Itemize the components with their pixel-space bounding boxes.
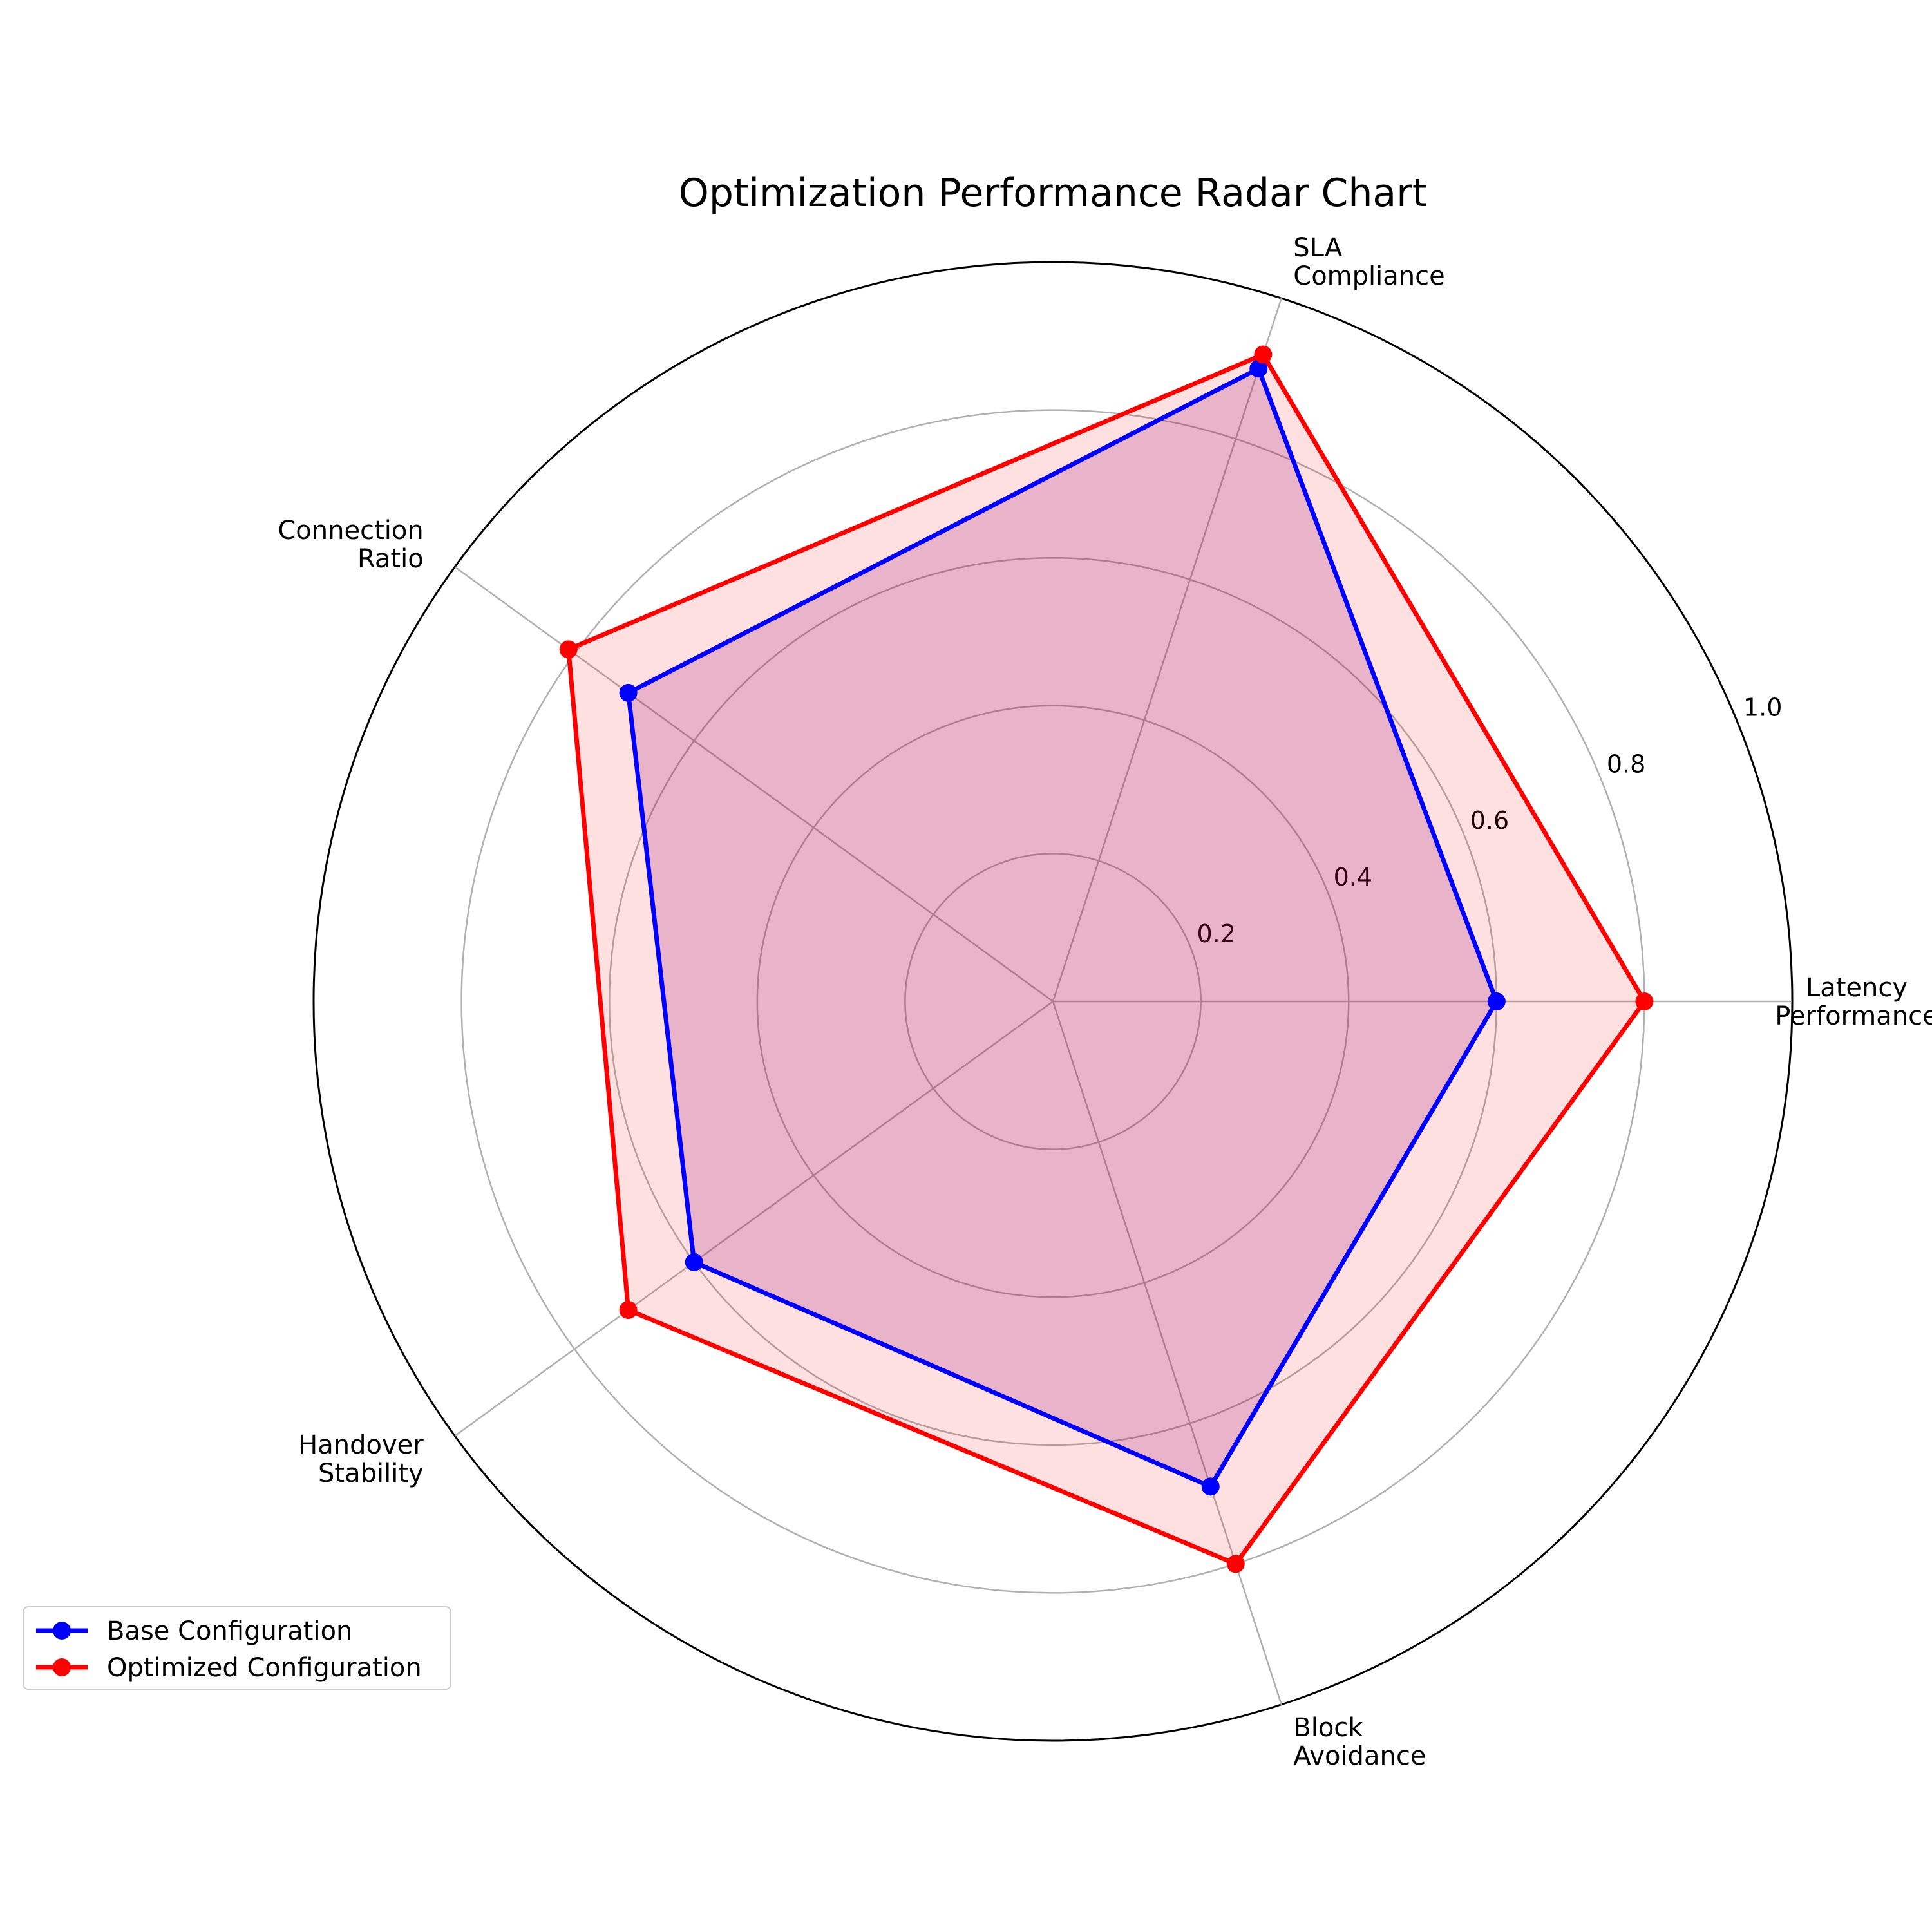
axis-label-line: Ratio bbox=[357, 544, 424, 574]
axis-label-line: Avoidance bbox=[1293, 1741, 1426, 1771]
series-line-1 bbox=[566, 352, 1647, 1566]
radar-axis-labels: Latency Performance SLA Compliance Connectio… bbox=[278, 233, 1932, 1771]
series-fill-0 bbox=[628, 368, 1497, 1487]
legend-box bbox=[23, 1606, 451, 1690]
chart-title: Optimization Performance Radar Chart bbox=[679, 171, 1428, 216]
axis-label-line: SLA bbox=[1293, 233, 1343, 263]
series-point-1-2 bbox=[559, 640, 578, 659]
axis-label-4: Block Avoidance bbox=[1293, 1713, 1426, 1771]
series-fill-1 bbox=[568, 354, 1645, 1564]
r-tick-label: 0.8 bbox=[1607, 750, 1645, 778]
axis-label-line: Handover bbox=[298, 1430, 424, 1460]
legend-label-1: Optimized Configuration bbox=[107, 1653, 422, 1683]
axis-label-line: Block bbox=[1293, 1713, 1363, 1743]
legend-marker-0 bbox=[53, 1622, 71, 1640]
axis-label-line: Connection bbox=[278, 516, 423, 545]
grid-spoke-3 bbox=[454, 1000, 1054, 1437]
series-point-1-4 bbox=[1226, 1555, 1245, 1573]
radar-series bbox=[559, 345, 1654, 1573]
grid-spoke-2 bbox=[454, 566, 1054, 1003]
axis-label-line: Stability bbox=[318, 1459, 424, 1488]
axis-label-0: Latency Performance bbox=[1775, 973, 1932, 1031]
legend-label-0: Base Configuration bbox=[107, 1616, 352, 1646]
r-tick-label: 0.2 bbox=[1197, 920, 1235, 948]
series-point-1-3 bbox=[619, 1301, 638, 1320]
series-point-1-1 bbox=[1254, 345, 1273, 364]
series-point-0-1 bbox=[1249, 359, 1268, 378]
r-tick-label: 0.6 bbox=[1470, 806, 1509, 835]
series-point-0-2 bbox=[619, 683, 638, 702]
series-point-0-4 bbox=[1201, 1477, 1220, 1496]
series-line-0 bbox=[626, 366, 1499, 1489]
axis-label-line: Compliance bbox=[1293, 261, 1444, 291]
r-tick-label: 1.0 bbox=[1743, 693, 1782, 721]
grid-spoke-1 bbox=[1052, 298, 1282, 1002]
axis-label-1: SLA Compliance bbox=[1293, 233, 1444, 291]
chart-legend: Base Configuration Optimized Configuratio… bbox=[23, 1606, 451, 1690]
series-point-1-0 bbox=[1635, 992, 1654, 1010]
series-point-0-0 bbox=[1487, 992, 1506, 1010]
grid-spoke-4 bbox=[1052, 1001, 1282, 1705]
axis-label-3: Handover Stability bbox=[298, 1430, 424, 1488]
axis-label-2: Connection Ratio bbox=[278, 516, 423, 574]
axis-label-line: Performance bbox=[1775, 1001, 1932, 1031]
series-point-0-3 bbox=[685, 1253, 703, 1271]
legend-marker-1 bbox=[53, 1658, 71, 1676]
r-tick-label: 0.4 bbox=[1334, 863, 1372, 891]
axis-label-line: Latency bbox=[1806, 973, 1908, 1003]
